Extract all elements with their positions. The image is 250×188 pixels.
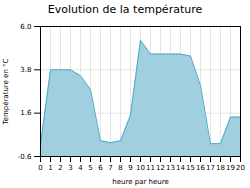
svg-text:20: 20: [236, 164, 245, 172]
svg-text:1.6: 1.6: [20, 109, 32, 117]
svg-text:6.0: 6.0: [20, 23, 31, 31]
svg-text:3.8: 3.8: [20, 66, 31, 74]
svg-text:9: 9: [128, 164, 132, 172]
svg-text:10: 10: [136, 164, 145, 172]
svg-text:16: 16: [196, 164, 205, 172]
svg-text:8: 8: [118, 164, 122, 172]
svg-text:7: 7: [108, 164, 112, 172]
svg-text:4: 4: [78, 164, 83, 172]
svg-text:11: 11: [146, 164, 155, 172]
svg-text:14: 14: [176, 164, 185, 172]
html-text:Evolution de la température: Evolution de la température: [47, 3, 203, 16]
svg-text:19: 19: [226, 164, 235, 172]
svg-text:heure par heure: heure par heure: [112, 178, 168, 186]
svg-text:12: 12: [156, 164, 165, 172]
svg-text:18: 18: [216, 164, 225, 172]
svg-text:Température en °C: Température en °C: [2, 58, 10, 125]
svg-text:6: 6: [98, 164, 103, 172]
svg-text:1: 1: [48, 164, 52, 172]
svg-text:17: 17: [206, 164, 215, 172]
svg-text:-0.6: -0.6: [18, 153, 32, 161]
svg-text:5: 5: [88, 164, 92, 172]
svg-text:0: 0: [38, 164, 42, 172]
svg-text:13: 13: [166, 164, 175, 172]
svg-text:15: 15: [186, 164, 195, 172]
svg-text:2: 2: [58, 164, 62, 172]
svg-text:3: 3: [68, 164, 72, 172]
